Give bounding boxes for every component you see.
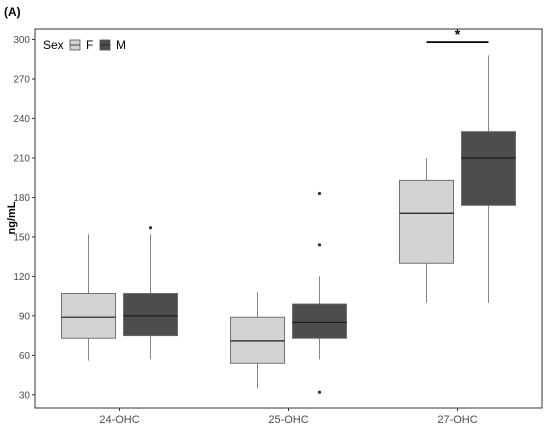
box-body bbox=[399, 179, 454, 264]
legend: Sex F M bbox=[43, 38, 126, 52]
y-tick-label: 180 bbox=[13, 193, 30, 204]
y-axis: 30 60 90 120 150 180 210 240 270 300 bbox=[13, 35, 35, 401]
legend-label-f: F bbox=[86, 38, 93, 52]
y-tick-label: 90 bbox=[19, 311, 31, 322]
significance-label: * bbox=[455, 26, 461, 42]
y-tick-label: 270 bbox=[13, 75, 30, 86]
x-axis: 24-OHC 25-OHC 27-OHC bbox=[99, 408, 478, 424]
boxes-layer bbox=[61, 55, 516, 394]
outlier-point bbox=[317, 191, 322, 196]
legend-title: Sex bbox=[43, 38, 64, 52]
panel-label: (A) bbox=[4, 5, 21, 19]
y-axis-title: ng/mL bbox=[6, 201, 18, 234]
box-body bbox=[61, 293, 116, 339]
box-m-2 bbox=[461, 55, 516, 303]
y-tick-label: 120 bbox=[13, 272, 30, 283]
box-body bbox=[292, 303, 347, 339]
x-tick-label: 24-OHC bbox=[99, 414, 139, 424]
plot-panel bbox=[34, 28, 543, 409]
box-m-0 bbox=[123, 226, 178, 360]
box-f-0 bbox=[61, 234, 116, 361]
legend-label-m: M bbox=[116, 38, 126, 52]
outlier-point bbox=[317, 390, 322, 394]
y-tick-label: 150 bbox=[13, 232, 30, 243]
y-tick-label: 210 bbox=[13, 153, 30, 164]
x-tick-label: 27-OHC bbox=[437, 414, 477, 424]
outlier-point bbox=[148, 226, 153, 230]
y-tick-label: 60 bbox=[19, 351, 31, 362]
box-body bbox=[461, 131, 516, 206]
y-tick-label: 30 bbox=[19, 390, 31, 401]
x-tick-label: 25-OHC bbox=[268, 414, 308, 424]
box-body bbox=[230, 316, 285, 364]
box-f-1 bbox=[230, 292, 285, 389]
box-m-1 bbox=[292, 191, 347, 394]
annotations-layer: * bbox=[426, 26, 489, 44]
y-tick-label: 240 bbox=[13, 114, 30, 125]
box-f-2 bbox=[399, 157, 454, 303]
outlier-point bbox=[317, 243, 322, 247]
y-tick-label: 300 bbox=[13, 35, 30, 46]
box-body bbox=[123, 293, 178, 337]
